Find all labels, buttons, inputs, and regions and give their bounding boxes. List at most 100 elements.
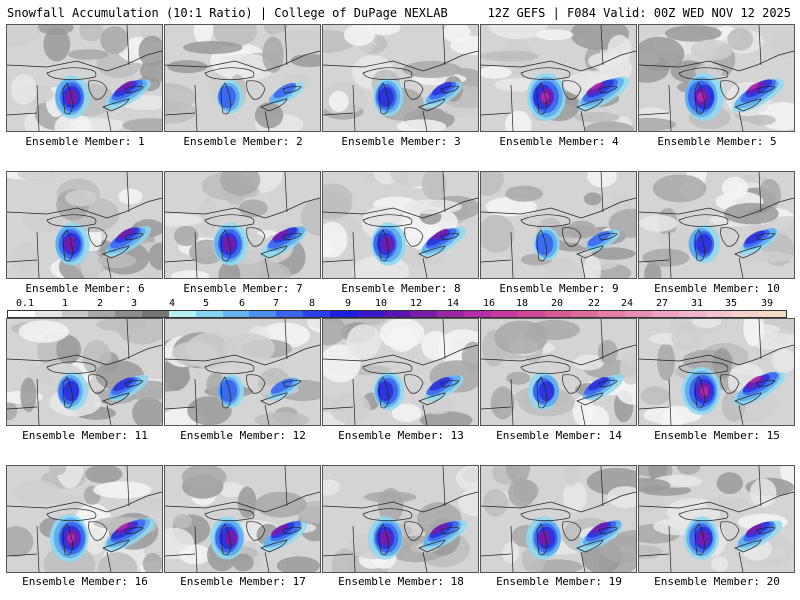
snowfall-map — [639, 172, 794, 278]
snowfall-map — [165, 466, 320, 572]
ensemble-member-caption: Ensemble Member: 3 — [322, 135, 480, 148]
colorbar-tick-label: 31 — [691, 298, 703, 309]
colorbar-swatch — [276, 311, 303, 317]
ensemble-map-panel — [481, 25, 636, 131]
ensemble-member-caption: Ensemble Member: 12 — [164, 429, 322, 442]
colorbar-swatch — [223, 311, 250, 317]
colorbar-tick-label: 12 — [410, 298, 422, 309]
colorbar-tick-label: 18 — [516, 298, 528, 309]
colorbar-tick-label: 14 — [447, 298, 459, 309]
colorbar-swatches — [7, 310, 787, 318]
colorbar-swatch — [357, 311, 384, 317]
colorbar-swatch — [732, 311, 759, 317]
colorbar-tick-label: 35 — [725, 298, 737, 309]
colorbar-swatch — [35, 311, 62, 317]
colorbar-swatch — [625, 311, 652, 317]
colorbar-tick-label: 22 — [588, 298, 600, 309]
colorbar-swatch — [142, 311, 169, 317]
ensemble-map-panel — [7, 25, 162, 131]
ensemble-map-panel — [639, 172, 794, 278]
ensemble-member-caption: Ensemble Member: 2 — [164, 135, 322, 148]
ensemble-member-caption: Ensemble Member: 5 — [638, 135, 796, 148]
ensemble-member-caption: Ensemble Member: 1 — [6, 135, 164, 148]
ensemble-member-caption: Ensemble Member: 10 — [638, 282, 796, 295]
snowfall-map — [481, 466, 636, 572]
snowfall-map — [323, 25, 478, 131]
colorbar-tick-label: 6 — [239, 298, 245, 309]
colorbar-swatch — [706, 311, 733, 317]
colorbar-swatch — [518, 311, 545, 317]
snowfall-map — [639, 466, 794, 572]
ensemble-map-panel — [323, 172, 478, 278]
colorbar-swatch — [384, 311, 411, 317]
snowfall-map — [7, 466, 162, 572]
ensemble-member-caption: Ensemble Member: 13 — [322, 429, 480, 442]
colorbar-tick-label: 16 — [483, 298, 495, 309]
colorbar-swatch — [598, 311, 625, 317]
ensemble-member-caption: Ensemble Member: 20 — [638, 575, 796, 588]
colorbar-tick-label: 9 — [345, 298, 351, 309]
ensemble-member-caption: Ensemble Member: 18 — [322, 575, 480, 588]
colorbar-swatch — [491, 311, 518, 317]
colorbar-tick-label: 4 — [169, 298, 175, 309]
colorbar-swatch — [571, 311, 598, 317]
ensemble-member-caption: Ensemble Member: 4 — [480, 135, 638, 148]
colorbar-swatch — [196, 311, 223, 317]
colorbar-tick-label: 5 — [203, 298, 209, 309]
ensemble-map-panel — [323, 319, 478, 425]
ensemble-member-caption: Ensemble Member: 11 — [6, 429, 164, 442]
colorbar-swatch — [652, 311, 679, 317]
snowfall-map — [323, 172, 478, 278]
snowfall-map — [165, 172, 320, 278]
snowfall-map — [7, 25, 162, 131]
snowfall-map — [323, 466, 478, 572]
colorbar-swatch — [115, 311, 142, 317]
colorbar-swatch — [759, 311, 786, 317]
ensemble-map-panel — [7, 466, 162, 572]
snowfall-map — [639, 25, 794, 131]
colorbar-swatch — [8, 311, 35, 317]
ensemble-map-panel — [323, 466, 478, 572]
map-title: Snowfall Accumulation (10:1 Ratio) | Col… — [7, 6, 448, 20]
ensemble-member-caption: Ensemble Member: 17 — [164, 575, 322, 588]
colorbar-tick-label: 3 — [131, 298, 137, 309]
colorbar-swatch — [330, 311, 357, 317]
ensemble-map-panel — [7, 172, 162, 278]
colorbar-swatch — [88, 311, 115, 317]
ensemble-member-caption: Ensemble Member: 14 — [480, 429, 638, 442]
ensemble-map-panel — [639, 466, 794, 572]
ensemble-map-panel — [481, 466, 636, 572]
colorbar-tick-label: 0.1 — [16, 298, 34, 309]
ensemble-map-panel — [323, 25, 478, 131]
ensemble-member-caption: Ensemble Member: 6 — [6, 282, 164, 295]
ensemble-map-panel — [481, 172, 636, 278]
ensemble-member-caption: Ensemble Member: 16 — [6, 575, 164, 588]
snowfall-map — [165, 319, 320, 425]
ensemble-map-panel — [165, 25, 320, 131]
colorbar-tick-label: 10 — [375, 298, 387, 309]
snowfall-map — [165, 25, 320, 131]
ensemble-member-caption: Ensemble Member: 9 — [480, 282, 638, 295]
ensemble-map-panel — [7, 319, 162, 425]
ensemble-map-panel — [165, 319, 320, 425]
colorbar-tick-label: 27 — [656, 298, 668, 309]
colorbar-swatch — [249, 311, 276, 317]
ensemble-map-panel — [481, 319, 636, 425]
ensemble-member-caption: Ensemble Member: 7 — [164, 282, 322, 295]
colorbar-tick-label: 7 — [273, 298, 279, 309]
ensemble-map-panel — [165, 466, 320, 572]
snowfall-map — [639, 319, 794, 425]
ensemble-member-caption: Ensemble Member: 15 — [638, 429, 796, 442]
colorbar-legend: 0.1 1 2 3 4 5 6 7 8 9 10 12 14 16 18 20 22 24 27 31 35 39 — [7, 298, 787, 320]
snowfall-map — [7, 319, 162, 425]
colorbar-swatch — [410, 311, 437, 317]
colorbar-swatch — [545, 311, 572, 317]
ensemble-map-panel — [639, 25, 794, 131]
colorbar-swatch — [679, 311, 706, 317]
colorbar-swatch — [169, 311, 196, 317]
header: Snowfall Accumulation (10:1 Ratio) | Col… — [0, 0, 800, 22]
colorbar-tick-label: 1 — [62, 298, 68, 309]
run-info: 12Z GEFS | F084 Valid: 00Z WED NOV 12 20… — [488, 6, 791, 20]
snowfall-map — [481, 172, 636, 278]
colorbar-swatch — [62, 311, 89, 317]
